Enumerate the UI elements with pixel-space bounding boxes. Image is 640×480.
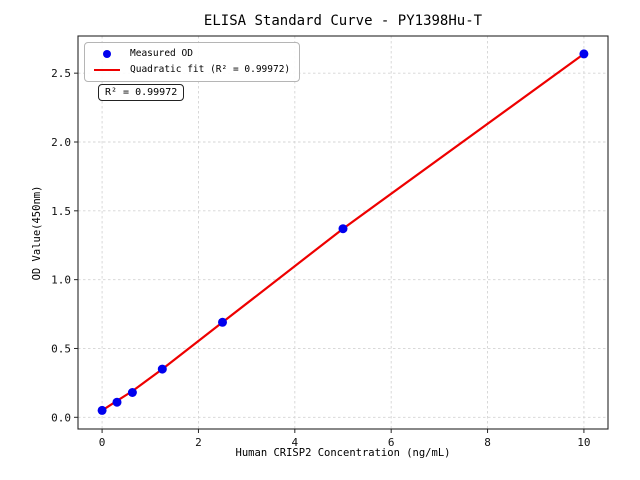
x-axis-label: Human CRISP2 Concentration (ng/mL) — [235, 447, 451, 459]
y-tick-label-3: 1.5 — [51, 205, 71, 218]
data-point-0 — [97, 405, 107, 415]
data-point-4 — [218, 317, 227, 327]
legend-label-measured-od: Measured OD — [130, 48, 193, 59]
y-tick-label-0: 0.0 — [51, 411, 71, 424]
r-squared-annotation-box: R² = 0.99972 — [98, 84, 185, 101]
data-point-2 — [127, 388, 137, 397]
legend-marker-zone — [92, 50, 122, 58]
x-tick-label-1: 2 — [195, 436, 202, 449]
legend-label-quadratic-fit: Quadratic fit (R² = 0.99972) — [130, 64, 291, 75]
legend: Measured OD Quadratic fit (R² = 0.99972) — [84, 42, 301, 82]
x-tick-label-5: 10 — [577, 436, 590, 449]
y-axis-label: OD Value(450nm) — [31, 185, 43, 281]
y-tick-label-4: 2.0 — [51, 136, 71, 149]
x-tick-label-0: 0 — [99, 436, 106, 449]
y-tick-label-1: 0.5 — [51, 342, 71, 355]
y-tick-label-2: 1.0 — [51, 274, 71, 287]
legend-item-quadratic-fit: Quadratic fit (R² = 0.99972) — [92, 64, 290, 76]
data-point-1 — [112, 397, 122, 407]
x-tick-label-2: 4 — [292, 436, 299, 449]
chart-title: ELISA Standard Curve - PY1398Hu-T — [203, 13, 483, 29]
legend-item-measured-od: Measured OD — [92, 48, 290, 60]
data-point-3 — [157, 364, 167, 374]
y-tick-label-5: 2.5 — [51, 67, 71, 80]
measured-od-dot-icon — [103, 50, 111, 58]
fit-line-icon — [94, 68, 120, 72]
x-tick-label-3: 6 — [388, 436, 395, 449]
plot-frame — [77, 35, 609, 430]
x-tick-label-4: 8 — [484, 436, 491, 449]
legend-marker-zone — [92, 68, 122, 72]
data-point-5 — [338, 224, 348, 234]
data-point-6 — [579, 49, 589, 59]
